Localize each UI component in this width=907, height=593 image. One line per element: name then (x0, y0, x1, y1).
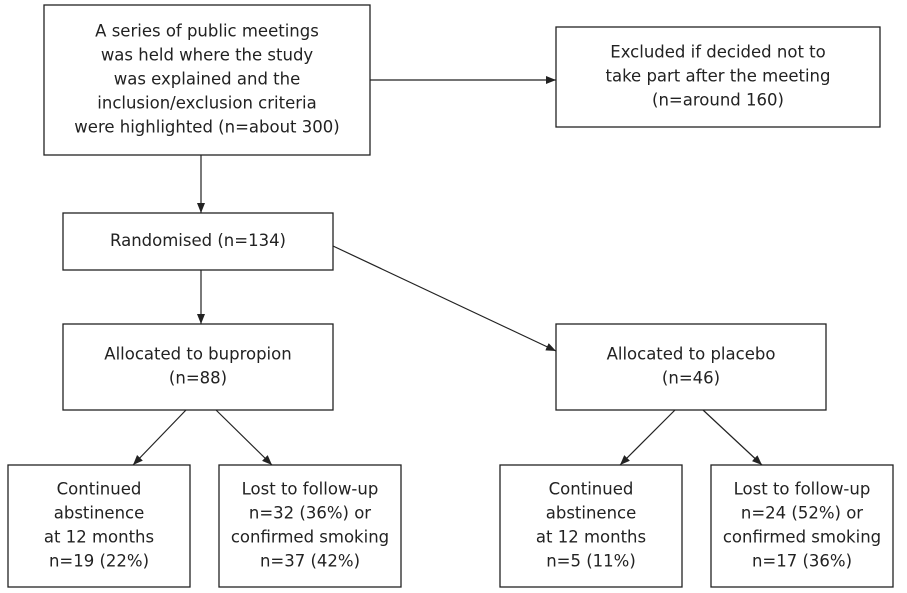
node: Allocated to placebo (n=46) (555, 323, 827, 411)
node-text: Excluded if decided not to (610, 43, 825, 62)
node-text: at 12 months (44, 528, 154, 547)
node-text: Lost to follow-up (734, 480, 871, 499)
node-text: were highlighted (n=about 300) (74, 118, 339, 137)
node: Allocated to bupropion (n=88) (62, 323, 334, 411)
node-text: Randomised (n=134) (110, 231, 286, 250)
node-text: take part after the meeting (606, 67, 831, 86)
node-text: n=17 (36%) (752, 552, 852, 571)
node: A series of public meetings was held wher… (43, 4, 371, 156)
nodes: A series of public meetings was held wher… (7, 4, 894, 588)
node: Lost to follow-up n=24 (52%) or confirmed … (710, 464, 894, 588)
node-box (62, 212, 334, 271)
arrows (132, 76, 763, 466)
node-box (43, 4, 371, 156)
node-text: inclusion/exclusion criteria (97, 94, 316, 113)
node-text: n=5 (11%) (546, 552, 636, 571)
node-box (555, 323, 827, 411)
node-text: abstinence (546, 504, 637, 523)
node-box (555, 26, 881, 128)
node-text: confirmed smoking (723, 528, 881, 547)
node-text: (n=46) (662, 369, 720, 388)
arrow (332, 245, 557, 352)
arrow (132, 409, 187, 466)
node-text: (n=around 160) (652, 91, 784, 110)
node-box (499, 464, 683, 588)
node-box (62, 323, 334, 411)
node-text: Allocated to placebo (607, 345, 776, 364)
node-text: n=19 (22%) (49, 552, 149, 571)
node-text: Continued (549, 480, 634, 499)
node: Continued abstinence at 12 months n=5 (11%) (499, 464, 683, 588)
node: Continued abstinence at 12 months n=19 (22%… (7, 464, 191, 588)
node: Lost to follow-up n=32 (36%) or confirmed … (218, 464, 402, 588)
node: Excluded if decided not to take part afte… (555, 26, 881, 128)
node-text: Lost to follow-up (242, 480, 379, 499)
node-text: abstinence (54, 504, 145, 523)
node-text: Continued (57, 480, 142, 499)
node-text: confirmed smoking (231, 528, 389, 547)
node-text: was explained and the (114, 70, 301, 89)
node-text: was held where the study (101, 46, 314, 65)
node-text: at 12 months (536, 528, 646, 547)
node-box (218, 464, 402, 588)
arrow (215, 409, 273, 466)
node-box (710, 464, 894, 588)
node-text: n=37 (42%) (260, 552, 360, 571)
node-text: n=32 (36%) or (249, 504, 371, 523)
node-text: n=24 (52%) or (741, 504, 863, 523)
node-text: Allocated to bupropion (104, 345, 291, 364)
node-text: A series of public meetings (95, 22, 319, 41)
node-text: (n=88) (169, 369, 227, 388)
arrow (702, 409, 763, 466)
arrow (619, 409, 676, 466)
node-box (7, 464, 191, 588)
node: Randomised (n=134) (62, 212, 334, 271)
